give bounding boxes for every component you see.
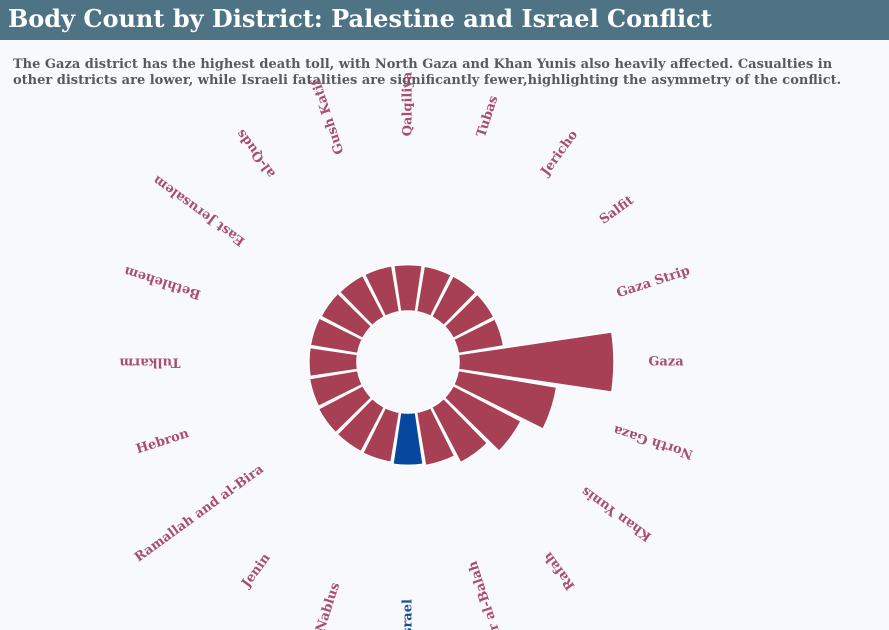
bar-rafah [430, 397, 489, 464]
label-israel: Israel [401, 599, 416, 630]
bar-gaza-strip [452, 317, 505, 355]
label-rafah: Rafah [541, 548, 579, 592]
label-deir-al-balah: Deir al-Balah [465, 558, 509, 630]
label-east-jerusalem: East Jerusalem [150, 172, 248, 249]
bars-group [308, 263, 615, 467]
label-bethlehem: Bethlehem [122, 263, 202, 302]
label-salfit: Salfit [597, 193, 637, 228]
label-nablus: Nablus [313, 581, 343, 630]
bar-bethlehem [309, 316, 364, 355]
bar-jenin [336, 397, 386, 453]
bar-nablus [361, 406, 401, 464]
label-ramallah-and-al-bira: Ramallah and al-Bira [132, 462, 267, 566]
bar-hebron [308, 369, 364, 408]
bar-al-quds [338, 274, 386, 327]
bar-gush-katif [363, 264, 401, 318]
bar-tulkarm [308, 346, 359, 378]
bar-israel [392, 411, 424, 467]
bar-tubas [415, 265, 453, 318]
chart-subtitle: The Gaza district has the highest death … [13, 57, 842, 88]
bar-north-gaza [452, 369, 558, 431]
label-tubas: Tubas [474, 94, 501, 139]
chart-title: Body Count by District: Palestine and Is… [8, 4, 712, 33]
bar-salfit [443, 293, 495, 340]
label-gaza-strip: Gaza Strip [615, 263, 692, 301]
bar-deir-al-balah [415, 406, 456, 467]
label-gush-katif: Gush Katif [309, 76, 348, 156]
label-north-gaza: North Gaza [611, 422, 695, 462]
label-jenin: Jenin [238, 550, 274, 591]
title-bar: Body Count by District: Palestine and Is… [0, 0, 889, 40]
label-jericho: Jericho [538, 127, 582, 179]
label-hebron: Hebron [134, 426, 191, 457]
label-al-quds: al-Quds [234, 126, 279, 180]
bar-khan-yunis [443, 384, 523, 453]
label-tulkarm: Tulkarm [119, 355, 180, 370]
bar-gaza [457, 331, 615, 393]
bar-ramallah-and-al-bira [317, 384, 373, 434]
bar-east-jerusalem [319, 292, 373, 340]
bar-jericho [430, 274, 478, 327]
label-gaza: Gaza [648, 355, 684, 370]
label-khan-yunis: Khan Yunis [579, 483, 655, 544]
bar-qalqiliya [392, 263, 424, 313]
label-qalqiliya: Qalqiliya [401, 71, 416, 136]
